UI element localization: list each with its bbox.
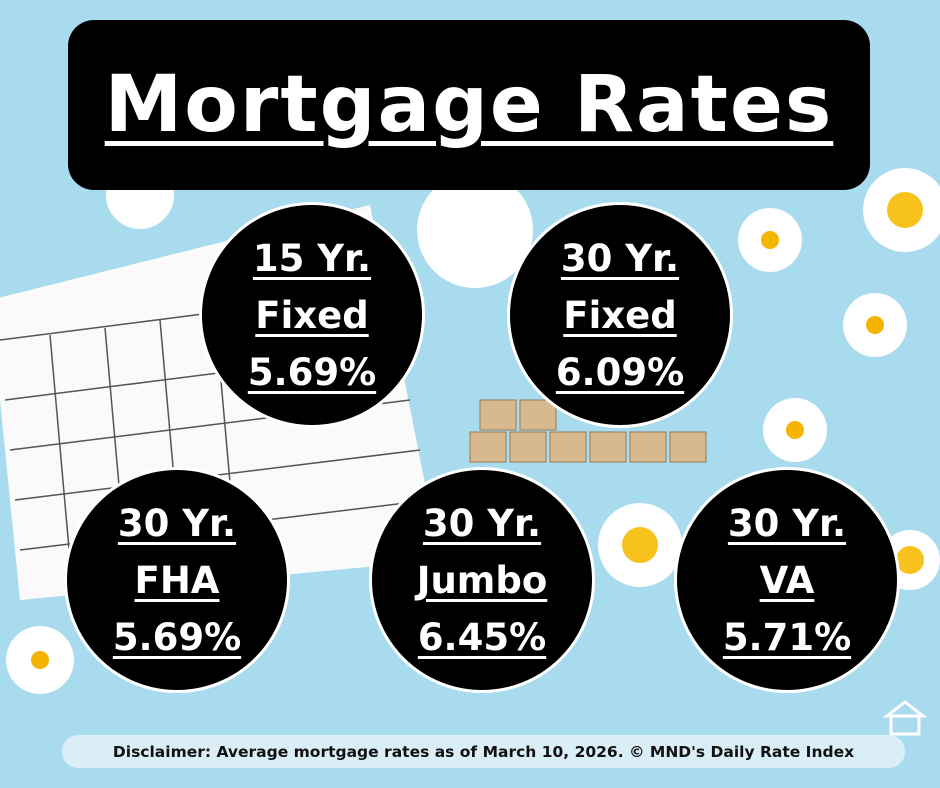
rate-value: 5.69%: [112, 615, 242, 659]
title-banner: Mortgage Rates: [68, 20, 870, 190]
rate-value: 5.71%: [722, 615, 852, 659]
disclaimer: Disclaimer: Average mortgage rates as of…: [112, 742, 855, 761]
rate-value: 6.09%: [555, 350, 685, 394]
title: Mortgage Rates: [104, 60, 834, 150]
rate-product: FHA: [134, 558, 220, 602]
rate-term: 15 Yr.: [252, 236, 372, 280]
footer: Disclaimer: Average mortgage rates as of…: [62, 735, 905, 768]
rate-product: Fixed: [563, 293, 677, 337]
rate-card: 30 Yr. VA 5.71%: [674, 467, 900, 693]
flowers: [6, 161, 940, 694]
rate-term: 30 Yr.: [560, 236, 680, 280]
rate-value: 5.69%: [247, 350, 377, 394]
rate-card: 15 Yr. Fixed 5.69%: [199, 202, 425, 428]
rate-product: Jumbo: [416, 558, 548, 602]
letter-tiles: [469, 399, 707, 463]
rate-product: Fixed: [255, 293, 369, 337]
rate-term: 30 Yr.: [117, 501, 237, 545]
rate-card: 30 Yr. Jumbo 6.45%: [369, 467, 595, 693]
rate-term: 30 Yr.: [422, 501, 542, 545]
rate-product: VA: [759, 558, 815, 602]
equal-housing-icon: [882, 700, 928, 736]
paper-circle: [417, 172, 533, 288]
rate-card: 30 Yr. FHA 5.69%: [64, 467, 290, 693]
rate-value: 6.45%: [417, 615, 547, 659]
rate-term: 30 Yr.: [727, 501, 847, 545]
rate-card: 30 Yr. Fixed 6.09%: [507, 202, 733, 428]
